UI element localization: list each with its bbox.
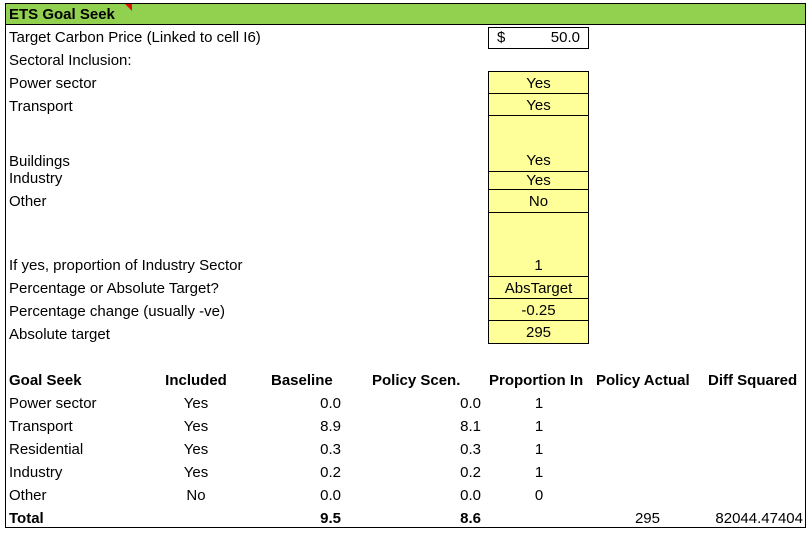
table-row-policy: 0.0 xyxy=(460,395,481,412)
header-policy-scen: Policy Scen. xyxy=(372,372,461,389)
header-goal-seek: Goal Seek xyxy=(9,372,82,389)
table-row-proportion: 1 xyxy=(534,395,544,412)
table-row-policy: 8.1 xyxy=(460,418,481,435)
table-row-baseline: 0.3 xyxy=(320,441,341,458)
header-included: Included xyxy=(165,372,227,389)
target-price-cell[interactable]: $ 50.0 xyxy=(488,27,589,49)
table-row-sector: Power sector xyxy=(9,395,97,412)
table-row-sector: Residential xyxy=(9,441,84,458)
inclusion-label-transport: Transport xyxy=(9,98,73,115)
param-cell-percentage-change[interactable]: -0.25 xyxy=(488,298,589,321)
inclusion-label-buildings: Buildings xyxy=(9,153,70,170)
table-row-proportion: 1 xyxy=(534,464,544,481)
table-row-policy: 0.2 xyxy=(460,464,481,481)
param-label-percentage-change: Percentage change (usually -ve) xyxy=(9,303,225,320)
param-cell-proportion[interactable]: 1 xyxy=(488,212,589,277)
param-label-proportion: If yes, proportion of Industry Sector xyxy=(9,257,243,274)
inclusion-cell-power[interactable]: Yes xyxy=(488,71,589,94)
table-row-baseline: 8.9 xyxy=(320,418,341,435)
inclusion-label-power: Power sector xyxy=(9,75,97,92)
table-row-baseline: 0.2 xyxy=(320,464,341,481)
total-policy: 8.6 xyxy=(460,510,481,527)
table-row-baseline: 0.0 xyxy=(320,395,341,412)
spreadsheet-region: ETS Goal Seek Target Carbon Price (Linke… xyxy=(5,3,806,528)
table-row-sector: Industry xyxy=(9,464,63,481)
header-baseline: Baseline xyxy=(271,372,333,389)
table-row-proportion: 1 xyxy=(534,418,544,435)
sheet-title: ETS Goal Seek xyxy=(9,6,115,23)
table-row-included: Yes xyxy=(183,395,209,412)
title-cell[interactable]: ETS Goal Seek xyxy=(6,4,805,25)
inclusion-label-other: Other xyxy=(9,193,47,210)
target-price-value: 50.0 xyxy=(550,29,580,46)
header-proportion-in: Proportion In xyxy=(489,372,584,389)
param-label-absolute-target: Absolute target xyxy=(9,326,110,343)
sectoral-inclusion-label: Sectoral Inclusion: xyxy=(9,52,132,69)
table-row-policy: 0.3 xyxy=(460,441,481,458)
table-row-included: Yes xyxy=(183,418,209,435)
param-cell-absolute-target[interactable]: 295 xyxy=(488,320,589,344)
header-policy-actual: Policy Actual xyxy=(596,372,690,389)
table-row-proportion: 1 xyxy=(534,441,544,458)
target-price-label: Target Carbon Price (Linked to cell I6) xyxy=(9,29,261,46)
currency-symbol: $ xyxy=(497,29,506,46)
inclusion-cell-buildings[interactable]: Yes xyxy=(488,115,589,172)
table-row-included: Yes xyxy=(183,441,209,458)
table-row-included: Yes xyxy=(183,464,209,481)
table-row-proportion: 0 xyxy=(534,487,544,504)
param-label-target-type: Percentage or Absolute Target? xyxy=(9,280,219,297)
table-row-sector: Transport xyxy=(9,418,73,435)
table-row-policy: 0.0 xyxy=(460,487,481,504)
inclusion-cell-industry[interactable]: Yes xyxy=(488,171,589,190)
total-baseline: 9.5 xyxy=(320,510,341,527)
total-policy-actual: 295 xyxy=(634,510,660,527)
param-cell-target-type[interactable]: AbsTarget xyxy=(488,276,589,299)
table-row-baseline: 0.0 xyxy=(320,487,341,504)
header-diff-squared: Diff Squared xyxy=(708,372,798,389)
total-label: Total xyxy=(9,510,44,527)
inclusion-label-industry: Industry xyxy=(9,170,63,187)
inclusion-cell-transport[interactable]: Yes xyxy=(488,93,589,116)
table-row-included: No xyxy=(186,487,206,504)
inclusion-cell-other[interactable]: No xyxy=(488,189,589,213)
comment-indicator-icon[interactable] xyxy=(125,4,132,11)
table-row-sector: Other xyxy=(9,487,47,504)
total-diff-squared: 82044.47404 xyxy=(715,510,803,527)
